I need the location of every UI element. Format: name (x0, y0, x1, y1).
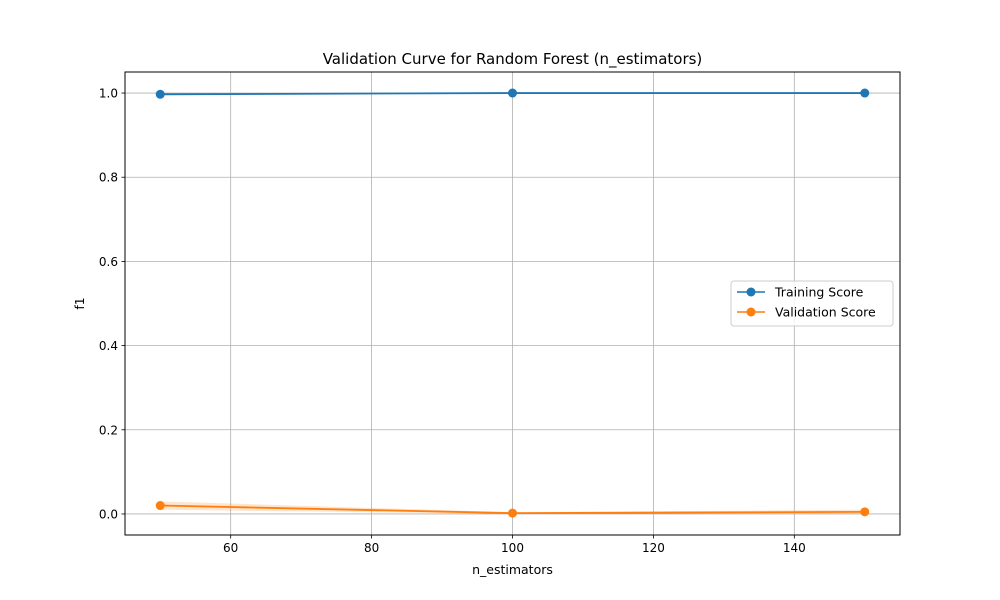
y-tick-label: 0.6 (99, 255, 118, 269)
legend-box (730, 280, 894, 327)
y-axis-label: f1 (72, 297, 87, 309)
y-tick-label: 0.8 (99, 171, 118, 185)
data-point-validation (508, 508, 517, 518)
legend: Training Score Validation Score (730, 280, 894, 327)
x-tick-label: 140 (783, 541, 806, 555)
x-tick-label: 60 (223, 541, 238, 555)
x-tick-label: 120 (642, 541, 665, 555)
legend-marker-training (746, 287, 756, 297)
y-tick-label: 0.2 (99, 423, 118, 437)
data-point-validation (155, 501, 165, 511)
legend-marker-validation (746, 307, 756, 317)
marker-layer (155, 88, 870, 518)
band-validation (160, 501, 865, 514)
data-point-validation (860, 507, 870, 517)
legend-label-validation: Validation Score (775, 305, 876, 320)
x-tick-label: 80 (364, 541, 379, 555)
data-point-training (508, 88, 517, 98)
legend-label-training: Training Score (774, 285, 864, 300)
data-point-training (155, 89, 165, 99)
y-tick-label: 0.0 (99, 507, 118, 521)
tick-layer: 60 80 100 120 140 0.0 0.2 0.4 0.6 0.8 1.0 (99, 87, 806, 555)
x-tick-label: 100 (501, 541, 524, 555)
data-point-training (860, 88, 870, 98)
x-axis-label: n_estimators (472, 562, 553, 577)
chart-title: Validation Curve for Random Forest (n_es… (323, 50, 703, 69)
y-tick-label: 0.4 (99, 339, 118, 353)
y-tick-label: 1.0 (99, 87, 118, 101)
